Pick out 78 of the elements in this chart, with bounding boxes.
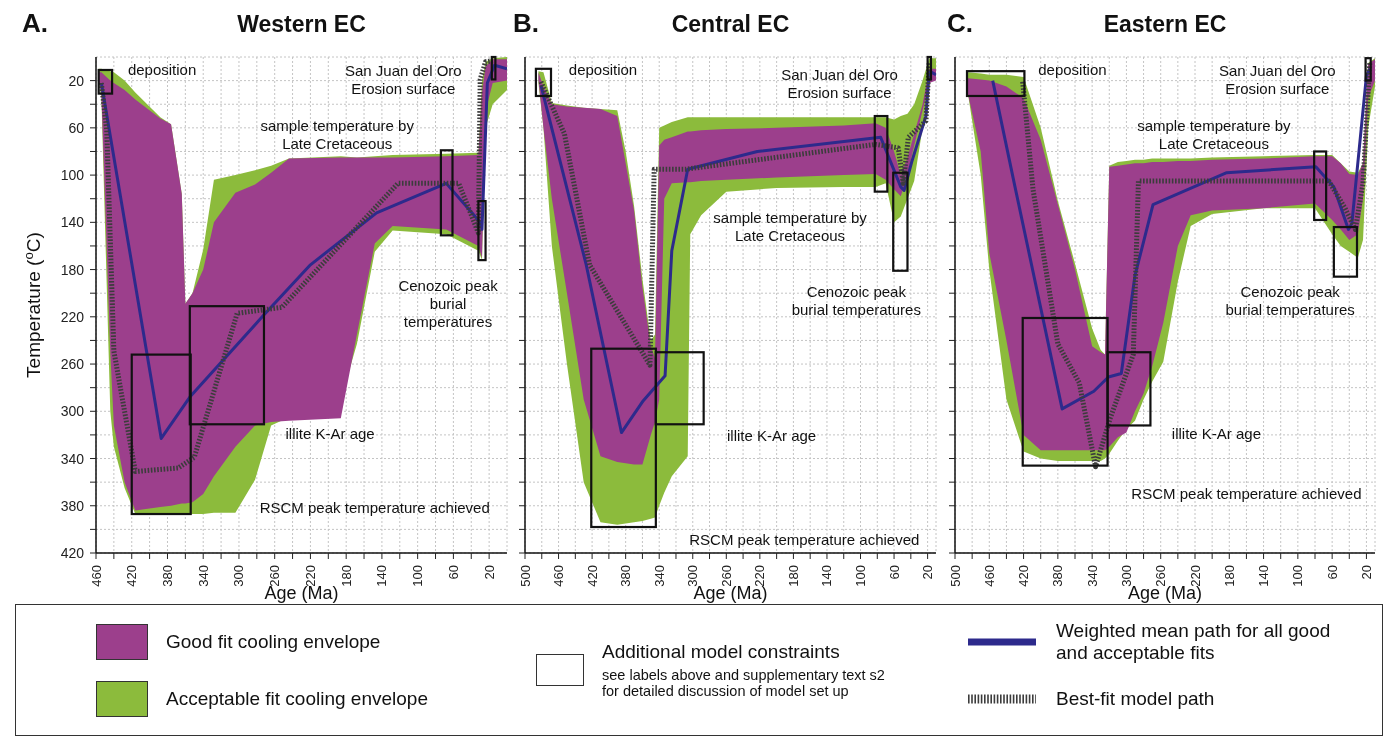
x-tick-label: 140 [374,565,390,587]
x-tick-label: 20 [1358,565,1374,580]
x-tick-label: 180 [338,565,354,587]
x-tick-label: 380 [1050,565,1066,587]
annotation: San Juan del Oro Erosion surface [1218,61,1336,97]
annotation: Cenozoic peak burial temperatures [791,282,921,318]
annotation: RSCM peak temperature achieved [259,498,490,516]
x-tick-label: 100 [853,565,869,587]
chart-title: Western EC [237,11,366,37]
annotation: RSCM peak temperature achieved [689,530,920,548]
annotation: deposition [568,60,638,78]
text: see labels above and supplementary text s2 for detailed discussion of model set up [602,667,885,699]
y-tick-label: 100 [60,167,85,184]
x-tick-label: 380 [618,565,634,587]
y-tick-label: 140 [60,214,85,231]
x-tick-label: 180 [1221,565,1237,587]
y-tick-label: 380 [60,497,85,514]
x-tick-label: 420 [584,565,600,587]
legend-label: Good fit cooling envelope [166,630,381,653]
annotation: sample temperature by Late Cretaceous [713,208,868,244]
x-tick-label: 260 [1153,565,1169,587]
x-tick-label: 460 [88,565,104,587]
x-tick-label: 260 [718,565,734,587]
x-tick-label: 220 [1187,565,1203,587]
x-tick-label: 420 [1016,565,1032,587]
annotation: Cenozoic peak burial temperatures [1225,282,1355,318]
annotation: San Juan del Oro Erosion surface [781,65,898,101]
x-tick-label: 300 [1118,565,1134,587]
y-tick-label: 300 [60,403,85,420]
x-tick-label: 220 [302,565,318,587]
x-tick-label: 180 [785,565,801,587]
y-tick-label: 60 [68,119,85,136]
x-tick-label: 500 [947,565,963,587]
text: Additional model constraints [602,641,841,663]
legend-label: Weighted mean path for all good and acceptable fits [1056,619,1332,664]
x-tick-label: 60 [445,565,461,580]
annotation: deposition [1038,60,1107,78]
x-tick-label: 340 [195,565,211,587]
x-tick-label: 220 [752,565,768,587]
annotation: Cenozoic peak burial temperatures [398,276,499,330]
x-tick-label: 340 [1084,565,1100,587]
x-tick-label: 460 [551,565,567,587]
annotation: sample temperature by Late Cretaceous [260,116,415,152]
y-tick-label: 420 [60,545,85,561]
annotation: illite K-Ar age [727,426,817,444]
annotation: RSCM peak temperature achieved [1131,484,1362,502]
text: C. [947,8,973,38]
annotation: sample temperature by Late Cretaceous [1137,116,1292,152]
annotation: illite K-Ar age [1171,424,1262,442]
y-tick-label: 20 [68,72,85,89]
x-tick-label: 140 [819,565,835,587]
legend-label: Best-fit model path [1056,687,1215,710]
x-tick-label: 140 [1256,565,1272,587]
x-tick-label: 300 [231,565,247,587]
x-tick-label: 60 [886,565,902,580]
annotation: illite K-Ar age [285,424,375,442]
x-tick-label: 500 [517,565,533,587]
x-tick-label: 300 [685,565,701,587]
x-tick-label: 20 [920,565,936,580]
y-tick-label: 260 [60,356,85,373]
y-tick-label: 220 [60,308,85,325]
y-tick-label: 340 [60,450,85,467]
x-tick-label: 100 [1290,565,1306,587]
x-tick-label: 380 [159,565,175,587]
annotation: deposition [127,60,197,78]
legend-label: Acceptable fit cooling envelope [166,687,428,710]
x-tick-label: 60 [1324,565,1340,580]
annotation: San Juan del Oro Erosion surface [344,61,462,97]
y-tick-label: 180 [60,261,85,278]
x-tick-label: 420 [124,565,140,587]
text: B. [513,8,539,38]
x-tick-label: 460 [981,565,997,587]
x-tick-label: 100 [410,565,426,587]
chart-title: Eastern EC [1103,11,1227,37]
text: A. [22,8,48,38]
x-tick-label: 20 [481,565,497,580]
chart-title: Central EC [671,11,790,37]
x-tick-label: 340 [651,565,667,587]
